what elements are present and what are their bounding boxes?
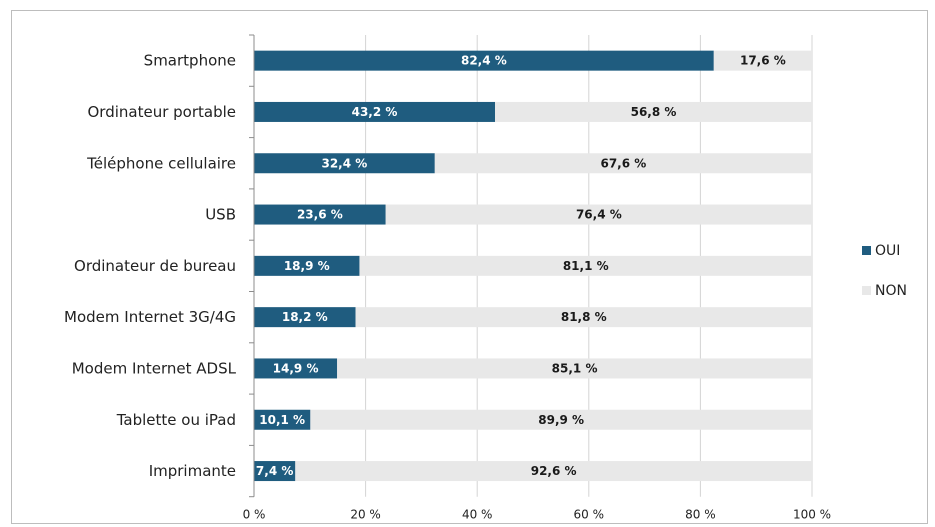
bar-oui (254, 204, 386, 225)
x-tick-label: 40 % (462, 508, 493, 522)
bar-non (713, 50, 812, 71)
x-tick-label: 60 % (574, 508, 605, 522)
data-label-oui: 10,1 % (259, 413, 305, 427)
data-label-oui: 82,4 % (461, 54, 507, 68)
x-tick-label: 20 % (350, 508, 381, 522)
legend-swatch (862, 246, 871, 255)
bar-oui (254, 255, 360, 276)
category-label: Imprimante (149, 462, 236, 480)
data-label-oui: 7,4 % (256, 464, 293, 478)
bar-non (355, 307, 812, 328)
bar-oui (254, 50, 714, 71)
data-labels: 82,4 % 17,6 % 43,2 % 56,8 % 32,4 % 67,6 % 23,6… (256, 54, 786, 478)
data-label-oui: 23,6 % (297, 208, 343, 222)
legend-label: NON (875, 283, 907, 299)
bar-oui (254, 101, 496, 122)
bar-non (310, 409, 812, 430)
bar-non (385, 204, 812, 225)
category-label: Téléphone cellulaire (86, 154, 236, 172)
legend-swatch (862, 286, 871, 295)
x-tick-label: 100 % (793, 508, 831, 522)
data-label-non: 81,8 % (561, 310, 607, 324)
data-label-non: 67,6 % (600, 156, 646, 170)
category-label: Ordinateur portable (87, 103, 236, 121)
bar-oui (254, 409, 311, 430)
legend: OUI NON (862, 243, 907, 299)
data-label-oui: 43,2 % (352, 105, 398, 119)
data-label-oui: 18,2 % (282, 310, 328, 324)
bar-non (295, 461, 812, 482)
data-label-non: 56,8 % (631, 105, 677, 119)
bar-oui (254, 153, 435, 174)
bar-non (359, 255, 812, 276)
data-label-non: 85,1 % (552, 361, 598, 375)
bars (254, 50, 812, 482)
bar-oui (254, 358, 338, 379)
bar-non (495, 101, 812, 122)
x-axis-ticks: 0 % 20 % 40 % 60 % 80 % 100 % (243, 508, 831, 522)
bar-oui (254, 307, 356, 328)
category-label: Ordinateur de bureau (74, 257, 236, 275)
x-tick-label: 80 % (685, 508, 716, 522)
category-label: Modem Internet ADSL (72, 359, 237, 377)
data-label-oui: 32,4 % (321, 156, 367, 170)
data-label-oui: 18,9 % (284, 259, 330, 273)
category-axis: Smartphone Ordinateur portable Téléphone c… (64, 34, 255, 498)
data-label-non: 17,6 % (740, 54, 786, 68)
data-label-non: 92,6 % (531, 464, 577, 478)
data-label-non: 81,1 % (563, 259, 609, 273)
category-label: Smartphone (144, 52, 236, 70)
legend-label: OUI (875, 243, 900, 259)
x-tick-label: 0 % (243, 508, 266, 522)
category-label: Tablette ou iPad (116, 411, 236, 429)
bar-oui (254, 461, 296, 482)
data-label-non: 89,9 % (538, 413, 584, 427)
data-label-oui: 14,9 % (273, 361, 319, 375)
category-label: Modem Internet 3G/4G (64, 308, 236, 326)
bar-non (337, 358, 812, 379)
data-label-non: 76,4 % (576, 208, 622, 222)
bar-non (434, 153, 812, 174)
category-label: USB (205, 206, 236, 224)
